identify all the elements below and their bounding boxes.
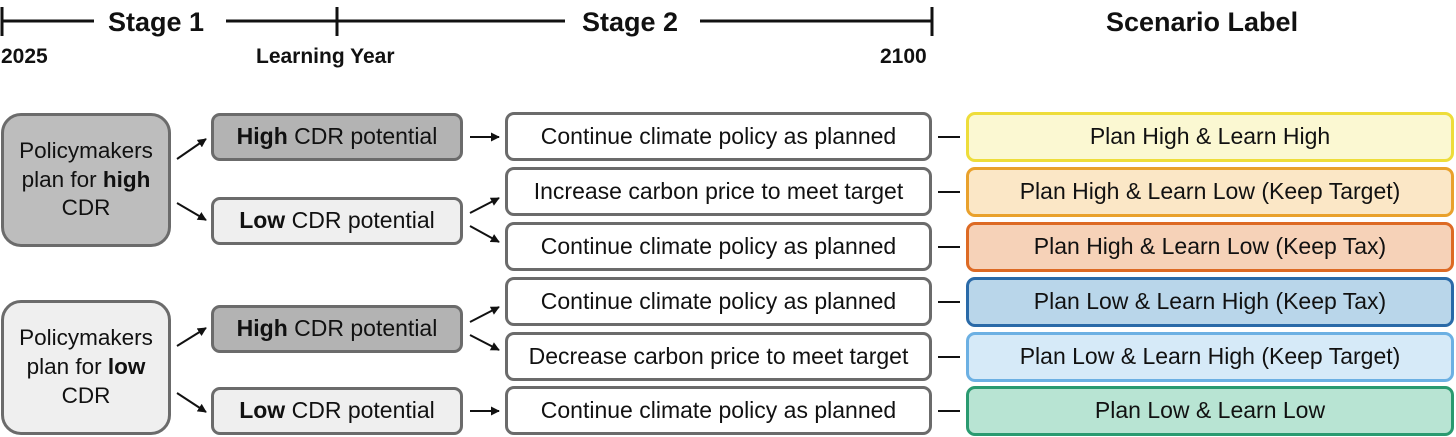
arrow	[469, 225, 500, 243]
learning-year-label: Learning Year	[256, 45, 395, 68]
arrow	[176, 327, 207, 347]
action-box: Continue climate policy as planned	[505, 277, 932, 326]
scenario-box: Plan Low & Learn High (Keep Tax)	[966, 277, 1454, 327]
cdr-potential-box: Low CDR potential	[211, 387, 463, 435]
scenario-box: Plan Low & Learn High (Keep Target)	[966, 332, 1454, 382]
scenario-label-header: Scenario Label	[1106, 7, 1299, 37]
scenario-box: Plan High & Learn Low (Keep Tax)	[966, 222, 1454, 272]
action-box: Continue climate policy as planned	[505, 112, 932, 161]
action-box: Continue climate policy as planned	[505, 386, 932, 435]
arrow	[469, 306, 500, 323]
scenario-box: Plan High & Learn High	[966, 112, 1454, 162]
end-year-label: 2100	[880, 45, 927, 68]
action-box: Decrease carbon price to meet target	[505, 332, 932, 381]
policy-low-text: Policymakers plan for low CDR	[19, 325, 153, 408]
timeline-axis	[0, 7, 934, 36]
action-box: Increase carbon price to meet target	[505, 167, 932, 216]
cdr-potential-box: High CDR potential	[211, 113, 463, 161]
arrow	[176, 202, 207, 221]
start-year-label: 2025	[1, 45, 48, 68]
scenario-box: Plan High & Learn Low (Keep Target)	[966, 167, 1454, 217]
policy-high-text: Policymakers plan for high CDR	[19, 137, 153, 221]
arrow	[469, 334, 500, 351]
action-box: Continue climate policy as planned	[505, 222, 932, 271]
arrow	[176, 138, 207, 160]
policy-high-box: Policymakers plan for high CDR	[1, 113, 171, 247]
cdr-potential-box: Low CDR potential	[211, 197, 463, 245]
scenario-box: Plan Low & Learn Low	[966, 386, 1454, 436]
arrow	[469, 197, 500, 214]
arrow	[176, 392, 207, 413]
stage-2-label: Stage 2	[582, 7, 679, 37]
policy-low-box: Policymakers plan for low CDR	[1, 300, 171, 435]
stage-1-label: Stage 1	[108, 7, 205, 37]
cdr-potential-box: High CDR potential	[211, 305, 463, 353]
